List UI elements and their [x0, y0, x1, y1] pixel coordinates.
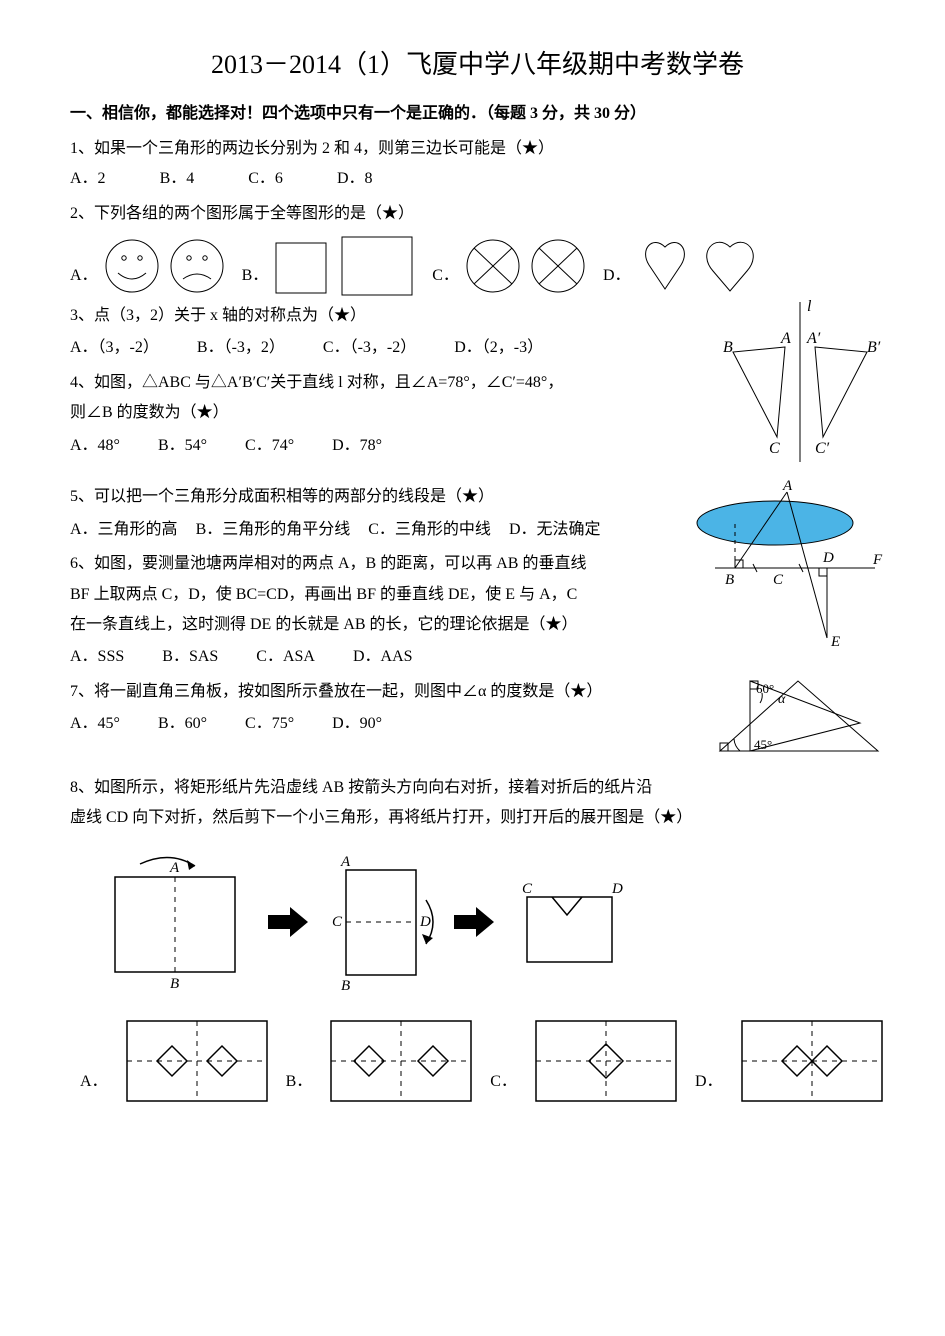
q1-opt-d: D．8 — [337, 164, 373, 194]
q8-opt-d-label: D． — [695, 1067, 723, 1105]
q3-opt-d: D．（2，-3） — [454, 333, 543, 363]
q5-opt-d: D．无法确定 — [509, 515, 601, 545]
q4-opt-c: C．74° — [245, 431, 294, 461]
q5-options: A．三角形的高 B．三角形的角平分线 C．三角形的中线 D．无法确定 — [70, 515, 707, 545]
question-4-cont: 则∠B 的度数为（★） — [70, 398, 707, 428]
label-C2: C′ — [815, 440, 830, 457]
q7-label-alpha: α — [778, 692, 786, 707]
arrow-icon — [268, 907, 308, 937]
label-C: C — [769, 440, 780, 457]
q8-fold1-A: A — [169, 860, 180, 876]
q2-options: A． B． C． D． — [70, 235, 885, 297]
q3-opt-b: B．（-3，2） — [197, 333, 285, 363]
q8-fold-sequence: A B A B C D C D — [100, 852, 885, 992]
question-6-l1: 6、如图，要测量池塘两岸相对的两点 A，B 的距离，可以再 AB 的垂直线 — [70, 549, 687, 579]
q6-opt-c: C．ASA — [256, 642, 315, 672]
q6-label-C: C — [773, 572, 784, 588]
label-l: l — [807, 298, 812, 315]
q7-opt-b: B．60° — [158, 709, 207, 739]
q4-opt-a: A．48° — [70, 431, 120, 461]
q2-opt-b-label: B． — [242, 261, 269, 297]
q8-opt-b-label: B． — [286, 1067, 313, 1105]
q8-fold-step3: C D — [512, 867, 632, 977]
q8-opt-c-figure — [531, 1016, 681, 1106]
q3-opt-a: A．（3，-2） — [70, 333, 159, 363]
q8-opt-a-figure — [122, 1016, 272, 1106]
q6-opt-a: A．SSS — [70, 642, 124, 672]
q8-fold2-A: A — [340, 854, 351, 870]
q8-fold3-C: C — [522, 881, 533, 897]
q4-opt-d: D．78° — [332, 431, 382, 461]
label-A: A — [780, 330, 791, 347]
question-4: 4、如图，△ABC 与△A′B′C′关于直线 l 对称，且∠A=78°，∠C′=… — [70, 368, 707, 398]
q6-opt-d: D．AAS — [353, 642, 413, 672]
q8-fold2-B: B — [341, 978, 350, 994]
q7-label-60: 60° — [756, 681, 774, 696]
q2-figure-a — [102, 235, 232, 297]
q6-figure: A B C D F E — [695, 478, 885, 658]
q7-options: A．45° B．60° C．75° D．90° — [70, 709, 702, 739]
q7-opt-a: A．45° — [70, 709, 120, 739]
q8-fold2-C: C — [332, 914, 343, 930]
question-1: 1、如果一个三角形的两边长分别为 2 和 4，则第三边长可能是（★） — [70, 134, 885, 164]
q7-opt-c: C．75° — [245, 709, 294, 739]
q2-figure-d — [635, 235, 775, 297]
q8-fold2-D: D — [419, 914, 431, 930]
q2-figure-b — [272, 235, 422, 297]
q4-opt-b: B．54° — [158, 431, 207, 461]
q1-options: A．2 B．4 C．6 D．8 — [70, 164, 885, 194]
q3-options: A．（3，-2） B．（-3，2） C．（-3，-2） D．（2，-3） — [70, 333, 707, 363]
q7-opt-d: D．90° — [332, 709, 382, 739]
q5-opt-a: A．三角形的高 — [70, 515, 178, 545]
q8-opt-d-figure — [737, 1016, 887, 1106]
question-6-l2: BF 上取两点 C，D，使 BC=CD，再画出 BF 的垂直线 DE，使 E 与… — [70, 580, 687, 610]
question-8-l2: 虚线 CD 向下对折，然后剪下一个小三角形，再将纸片打开，则打开后的展开图是（★… — [70, 803, 885, 833]
q5-opt-b: B．三角形的角平分线 — [196, 515, 351, 545]
q6-label-D: D — [822, 550, 834, 566]
q8-opt-b-figure — [326, 1016, 476, 1106]
q2-opt-c-label: C． — [432, 261, 459, 297]
q2-opt-a-label: A． — [70, 261, 98, 297]
question-7: 7、将一副直角三角板，按如图所示叠放在一起，则图中∠α 的度数是（★） — [70, 677, 702, 707]
q1-opt-b: B．4 — [160, 164, 195, 194]
q1-opt-c: C．6 — [248, 164, 283, 194]
q6-label-B: B — [725, 572, 734, 588]
q6-label-A: A — [782, 478, 793, 494]
q8-options: A． B． C． D． — [80, 1016, 885, 1106]
label-B: B — [723, 339, 733, 356]
arrow-icon — [454, 907, 494, 937]
q2-opt-d-label: D． — [603, 261, 631, 297]
q6-opt-b: B．SAS — [162, 642, 218, 672]
label-B2: B′ — [867, 339, 881, 356]
q7-label-45: 45° — [754, 737, 772, 752]
q1-opt-a: A．2 — [70, 164, 106, 194]
q4-options: A．48° B．54° C．74° D．78° — [70, 431, 707, 461]
question-8-l1: 8、如图所示，将矩形纸片先沿虚线 AB 按箭头方向向右对折，接着对折后的纸片沿 — [70, 773, 885, 803]
q6-options: A．SSS B．SAS C．ASA D．AAS — [70, 642, 687, 672]
q3-opt-c: C．（-3，-2） — [323, 333, 416, 363]
q7-figure: 60° α 45° — [710, 673, 885, 758]
q8-fold-step2: A B C D — [326, 852, 436, 992]
question-5: 5、可以把一个三角形分成面积相等的两部分的线段是（★） — [70, 482, 687, 512]
label-A2: A′ — [806, 330, 821, 347]
section-heading: 一、相信你，都能选择对！四个选项中只有一个是正确的．（每题 3 分，共 30 分… — [70, 99, 885, 129]
q8-fold3-D: D — [611, 881, 623, 897]
question-2: 2、下列各组的两个图形属于全等图形的是（★） — [70, 199, 885, 229]
q4-figure: l B A C A′ B′ C′ — [715, 297, 885, 467]
q2-figure-c — [463, 235, 593, 297]
q5-opt-c: C．三角形的中线 — [368, 515, 491, 545]
q6-label-E: E — [830, 634, 840, 650]
q8-fold-step1: A B — [100, 852, 250, 992]
question-6-l3: 在一条直线上，这时测得 DE 的长就是 AB 的长，它的理论依据是（★） — [70, 610, 687, 640]
question-3: 3、点（3，2）关于 x 轴的对称点为（★） — [70, 301, 707, 331]
q8-opt-a-label: A． — [80, 1067, 108, 1105]
q8-fold1-B: B — [170, 976, 179, 992]
page-title: 2013－2014（1）飞厦中学八年级期中考数学卷 — [70, 40, 885, 89]
q8-opt-c-label: C． — [490, 1067, 517, 1105]
q6-label-F: F — [872, 552, 883, 568]
